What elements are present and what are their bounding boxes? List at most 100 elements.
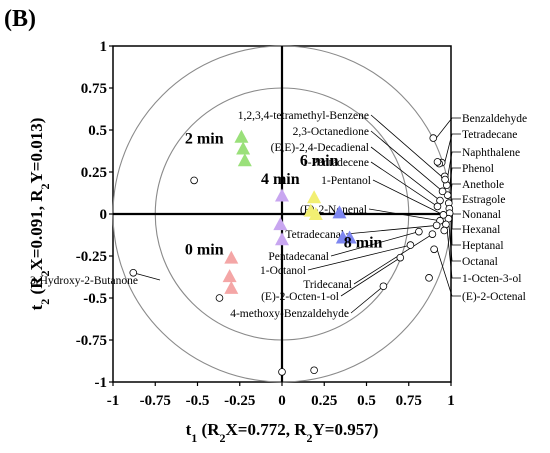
- variable-point: [429, 134, 438, 142]
- variable-point: [215, 294, 224, 302]
- zero-axes: [113, 46, 451, 382]
- y-tick-label: 1: [100, 39, 108, 55]
- y-tick-labels: 1 0.75 0.5 0.25 0 -0.25 -0.5 -0.75 -1: [76, 39, 113, 391]
- variable-label: Heptanal: [462, 240, 504, 252]
- y-tick-label: 0.5: [88, 123, 107, 139]
- time-group-markers: [222, 129, 357, 294]
- leader-line: [368, 208, 441, 222]
- time-marker: [332, 205, 347, 219]
- leader-line: [307, 244, 411, 271]
- leader-line: [370, 161, 438, 207]
- variable-label: 2,3-Octanedione: [293, 126, 369, 138]
- time-group-label: 2 min: [185, 130, 224, 147]
- variable-label: Naphthalene: [462, 147, 520, 159]
- leader-line: [350, 285, 384, 314]
- variable-point: [396, 253, 405, 262]
- time-marker: [275, 188, 289, 202]
- y-tick-label: 0: [100, 207, 108, 223]
- leader-line: [370, 146, 441, 201]
- variable-label: Tetradecanal: [285, 229, 344, 241]
- leader-line: [451, 213, 461, 230]
- leader-line: [340, 257, 401, 297]
- variable-label: Hexanal: [462, 224, 500, 236]
- time-group-label: 0 min: [185, 241, 224, 258]
- y-tick-label: -0.5: [83, 291, 107, 307]
- y-axis-title: t2 (R2X=0.091, R2Y=0.013): [27, 118, 52, 311]
- time-marker: [224, 280, 239, 294]
- variable-label: Phenol: [462, 163, 494, 175]
- x-tick-label: 0.75: [396, 393, 422, 409]
- variable-label: 1-Octen-3-ol: [462, 273, 521, 285]
- variable-point: [440, 226, 449, 235]
- variable-label: Benzaldehyde: [462, 113, 527, 125]
- variable-label: Octanal: [462, 256, 498, 268]
- variable-point: [278, 368, 286, 376]
- leader-line: [444, 133, 461, 163]
- variable-label: (E,E)-2,4-Decadienal: [271, 142, 369, 154]
- variable-label: 4-methoxy-Benzaldehyde: [230, 308, 349, 320]
- x-tick-label: -0.75: [140, 393, 171, 409]
- variable-point: [433, 202, 442, 211]
- leader-line: [451, 198, 461, 204]
- leader-line: [330, 231, 419, 257]
- leader-line: [450, 183, 461, 196]
- y-tick-label: 0.75: [81, 81, 107, 97]
- variable-point: [190, 176, 198, 185]
- variable-point: [433, 158, 442, 166]
- leader-line: [446, 230, 461, 279]
- variable-labels: Benzaldehyde Tetradecane Naphthalene Phenol…: [30, 110, 527, 320]
- x-tick-label: 0.5: [357, 393, 376, 409]
- variable-point: [443, 191, 452, 199]
- time-marker: [222, 269, 237, 283]
- leader-line: [451, 218, 461, 246]
- x-axis-title: t1 (R2X=0.772, R2Y=0.957): [186, 420, 379, 445]
- variable-point: [379, 282, 388, 291]
- y-tick-label: -0.75: [76, 333, 107, 349]
- leader-line: [372, 179, 444, 216]
- variable-point: [425, 274, 433, 282]
- x-tick-label: 0: [278, 393, 286, 409]
- time-marker: [275, 232, 289, 246]
- time-group-label: 4 min: [261, 171, 300, 188]
- variable-point: [406, 241, 415, 249]
- x-tick-label: -1: [107, 393, 120, 409]
- variable-label: Pentadecanal: [268, 251, 329, 263]
- leader-line: [370, 130, 443, 192]
- leader-line: [448, 224, 461, 262]
- time-marker: [236, 141, 251, 155]
- x-tick-label: -0.25: [224, 393, 255, 409]
- leader-line: [449, 167, 461, 186]
- variable-label: 1-Pentadecene: [302, 157, 369, 169]
- variable-label: (E)-2-Octen-1-ol: [261, 291, 339, 303]
- variable-label: 3-Hydroxy-2-Butanone: [30, 275, 138, 287]
- panel-label: (B): [4, 6, 36, 32]
- leader-line: [345, 225, 437, 235]
- y-tick-label: -0.25: [76, 249, 107, 265]
- variable-label: 1,2,3,4-tetramethyl-Benzene: [238, 110, 369, 122]
- time-marker: [308, 207, 323, 220]
- leader-line: [447, 151, 461, 177]
- leader-line: [353, 233, 433, 285]
- leader-line: [436, 249, 461, 297]
- variable-label: Anethole: [462, 179, 504, 191]
- time-marker: [224, 250, 239, 264]
- variable-point: [310, 366, 318, 375]
- variable-point: [441, 175, 449, 184]
- variable-point: [439, 211, 448, 219]
- variable-point: [129, 268, 138, 277]
- variable-label: Nonanal: [462, 209, 501, 221]
- leader-line: [133, 272, 161, 281]
- y-tick-label: -1: [95, 375, 108, 391]
- variable-point: [415, 227, 423, 236]
- variable-point: [432, 221, 441, 230]
- leader-line: [370, 114, 446, 180]
- y-tick-label: 0.25: [81, 165, 107, 181]
- leader-line: [435, 117, 461, 139]
- x-tick-label: 1: [447, 393, 455, 409]
- time-marker: [234, 129, 249, 143]
- variable-label: 1-Octanol: [260, 265, 306, 277]
- variable-points: [129, 134, 454, 376]
